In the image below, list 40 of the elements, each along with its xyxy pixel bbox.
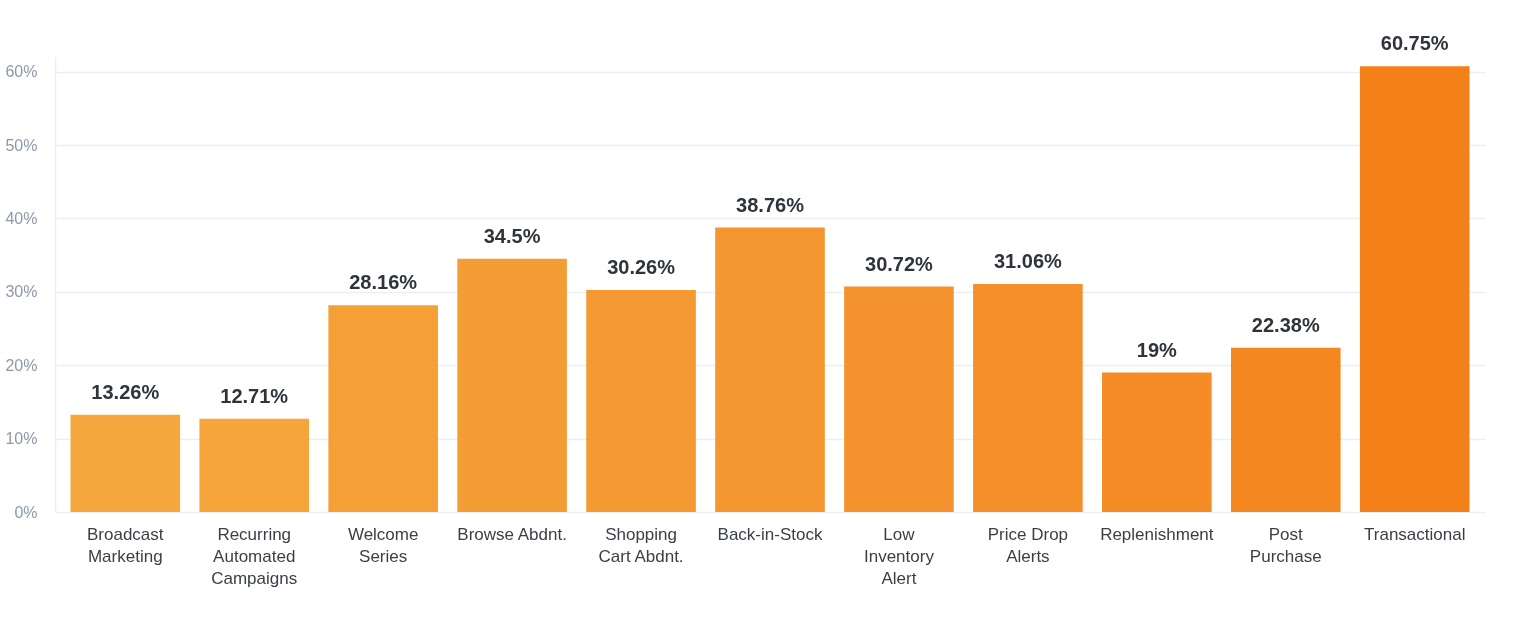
bar xyxy=(1359,66,1470,512)
data-label: 30.72% xyxy=(865,252,934,275)
data-label: 31.06% xyxy=(993,250,1063,273)
data-label: 13.26% xyxy=(91,380,160,403)
y-tick-label: 20% xyxy=(5,356,38,374)
y-tick-label: 40% xyxy=(5,209,38,227)
bar xyxy=(586,289,696,512)
x-tick-label: Replenishment xyxy=(1100,524,1214,544)
x-tick-label: Price Drop Alerts xyxy=(987,524,1069,566)
bar xyxy=(457,258,567,512)
y-tick-label: 10% xyxy=(5,430,38,448)
data-label: 19% xyxy=(1136,338,1178,361)
data-label: 38.76% xyxy=(736,193,805,216)
bar xyxy=(70,414,181,512)
bar xyxy=(199,418,310,512)
data-label: 28.16% xyxy=(349,271,418,294)
data-label: 60.75% xyxy=(1380,32,1449,55)
data-label: 30.26% xyxy=(607,255,676,278)
x-tick-label: Welcome Series xyxy=(347,524,419,566)
bar xyxy=(844,286,954,512)
y-tick-label: 0% xyxy=(14,503,38,521)
bar xyxy=(1102,372,1212,512)
data-label: 22.38% xyxy=(1251,313,1320,336)
bar xyxy=(328,305,438,512)
x-tick-label: Broadcast Marketing xyxy=(87,524,164,566)
bar xyxy=(1230,347,1341,512)
y-tick-label: 50% xyxy=(5,136,38,154)
x-tick-label: Low Inventory Alert xyxy=(863,524,935,588)
data-label: 12.71% xyxy=(220,384,289,407)
bar xyxy=(973,284,1083,512)
x-tick-label: Post Purchase xyxy=(1249,524,1322,566)
y-tick-label: 60% xyxy=(5,63,38,81)
x-tick-label: Browse Abdnt. xyxy=(457,524,567,544)
data-label: 34.5% xyxy=(483,224,541,247)
x-tick-label: Recurring Automated Campaigns xyxy=(211,524,298,588)
x-tick-label: Transactional xyxy=(1364,524,1466,544)
bar xyxy=(715,227,825,512)
x-tick-label: Shopping Cart Abdnt. xyxy=(598,524,684,566)
x-tick-label: Back-in-Stock xyxy=(717,524,823,544)
y-tick-label: 30% xyxy=(5,283,38,301)
